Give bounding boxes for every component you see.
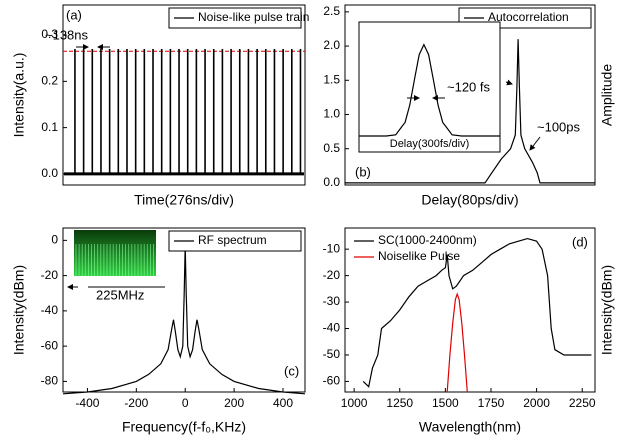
- plot-frame: [344, 227, 596, 393]
- x-tick-label: 1500: [432, 396, 459, 410]
- y-tick-label: -50: [323, 347, 341, 361]
- y-tick-label: -80: [41, 374, 59, 388]
- annotation: (d): [572, 234, 588, 249]
- y-tick-label: 0.1: [41, 120, 58, 134]
- y-tick-label: 0.0: [41, 166, 58, 180]
- plot-frame: [62, 227, 306, 393]
- y-axis-label: Intensity(a.u.): [11, 53, 27, 138]
- plot-frame: [344, 4, 596, 186]
- y-tick-label: -60: [41, 338, 59, 352]
- y-tick-label: 0.2: [41, 74, 58, 88]
- legend-label: Autocorrelation: [488, 10, 569, 24]
- annotation: (b): [355, 164, 371, 179]
- y-tick-label: 0.3: [41, 27, 58, 41]
- x-tick-label: 200: [224, 396, 244, 410]
- plot-frame: [62, 4, 306, 186]
- y-tick-label: 2.5: [323, 4, 340, 18]
- inset-image: [74, 230, 156, 276]
- annotation: ~120 fs: [447, 79, 491, 94]
- y-axis-label: Intensity(dBm): [11, 265, 27, 355]
- y-tick-label: 0: [51, 233, 58, 247]
- x-axis-label: Wavelength(nm): [419, 419, 521, 435]
- legend-label: Noiselike Pulse: [378, 249, 460, 263]
- arrow: [529, 136, 541, 151]
- x-tick-label: -200: [124, 396, 148, 410]
- x-axis-label: Delay(80ps/div): [421, 192, 518, 208]
- inset-x-label: Delay(300fs/div): [390, 138, 469, 150]
- series-line: [446, 292, 468, 393]
- x-tick-label: 1000: [341, 396, 368, 410]
- x-tick-label: 2000: [523, 396, 550, 410]
- annotation: (a): [66, 7, 82, 22]
- annotation: ~138ns: [45, 27, 89, 42]
- legend-label: RF spectrum: [198, 233, 267, 247]
- series-line: [345, 39, 595, 184]
- y-tick-label: -20: [41, 268, 59, 282]
- y-tick-label: -60: [323, 374, 341, 388]
- y-tick-label: 0.5: [323, 141, 340, 155]
- inset-frame: [358, 21, 501, 153]
- y-tick-label: -30: [323, 294, 341, 308]
- y-tick-label: -20: [323, 268, 341, 282]
- x-tick-label: 1250: [386, 396, 413, 410]
- x-tick-label: 400: [273, 396, 293, 410]
- x-tick-label: -400: [75, 396, 99, 410]
- annotation: ~100ps: [537, 119, 581, 134]
- legend-label: Noise-like pulse train: [198, 10, 309, 24]
- y-axis-label: Intensity(dBm): [599, 265, 615, 355]
- x-tick-label: 0: [182, 396, 189, 410]
- y-axis-label: Amplitude: [599, 64, 615, 126]
- series-line: [362, 237, 592, 388]
- y-tick-label: -10: [323, 241, 341, 255]
- x-axis-label: Time(276ns/div): [134, 192, 234, 208]
- x-axis-label: Frequency(f-f₀,KHz): [122, 419, 246, 435]
- y-tick-label: -40: [323, 321, 341, 335]
- y-tick-label: 1.0: [323, 107, 340, 121]
- legend-frame: [168, 230, 302, 252]
- y-tick-label: 0.0: [323, 175, 340, 189]
- annotation: (c): [284, 363, 299, 378]
- y-tick-label: -40: [41, 303, 59, 317]
- y-tick-label: 2.0: [323, 38, 340, 52]
- annotation: 225MHz: [96, 287, 144, 302]
- x-tick-label: 2250: [569, 396, 596, 410]
- x-tick-label: 1750: [478, 396, 505, 410]
- arrow: [505, 79, 513, 86]
- legend-label: SC(1000-2400nm): [378, 233, 477, 247]
- y-tick-label: 1.5: [323, 72, 340, 86]
- inset-line: [359, 43, 500, 137]
- legend-frame: [168, 7, 302, 29]
